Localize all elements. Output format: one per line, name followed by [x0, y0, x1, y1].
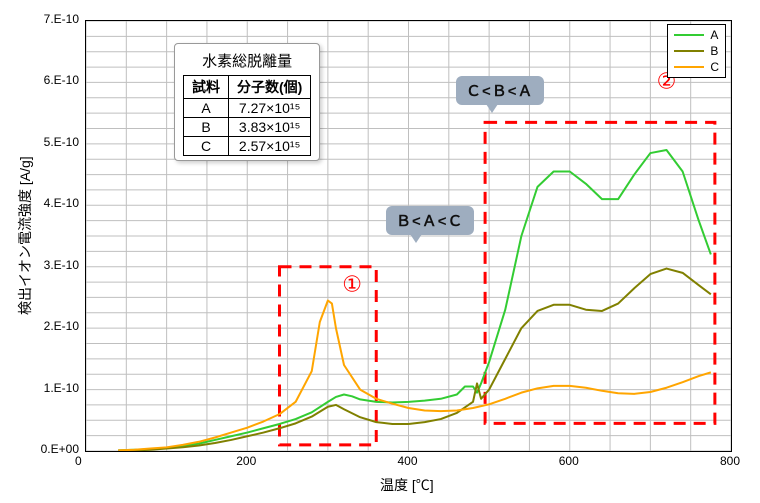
inset-data-table: 試料 分子数(個) A 7.27×10¹⁵ B 3.83×10¹⁵ C 2.57…: [183, 75, 311, 156]
plot-area: ①② A B C 水素総脱離量 試料 分子数(個): [85, 20, 732, 452]
table-row: A 7.27×10¹⁵: [184, 99, 311, 118]
y-tick: 0.E+00: [41, 442, 79, 456]
legend-label-b: B: [710, 44, 718, 58]
y-axis-label: 検出イオン電流強度 [A/g]: [15, 156, 35, 315]
callout-bac: Ｂ<Ａ<Ｃ: [386, 206, 474, 235]
chart-container: 検出イオン電流強度 [A/g] ①② A B C 水素総脱離量 試料: [10, 10, 750, 493]
legend-swatch-b: [674, 50, 704, 52]
x-tick: 200: [236, 454, 256, 468]
svg-text:①: ①: [342, 271, 362, 296]
cell-value: 7.27×10¹⁵: [229, 99, 311, 118]
y-tick: 7.E-10: [44, 12, 79, 26]
cell-value: 2.57×10¹⁵: [229, 137, 311, 156]
th-sample: 試料: [184, 76, 229, 99]
x-tick: 600: [559, 454, 579, 468]
cell-value: 3.83×10¹⁵: [229, 118, 311, 137]
legend-item-a: A: [674, 27, 719, 43]
x-tick: 800: [720, 454, 740, 468]
legend-item-c: C: [674, 59, 719, 75]
callout-bac-tail: [408, 231, 424, 243]
inset-table-title: 水素総脱離量: [183, 48, 311, 75]
cell-sample: C: [184, 137, 229, 156]
callout-cba-tail: [484, 101, 500, 113]
inset-table: 水素総脱離量 試料 分子数(個) A 7.27×10¹⁵ B 3.83×10¹⁵…: [174, 43, 320, 161]
y-tick: 3.E-10: [44, 258, 79, 272]
table-row: B 3.83×10¹⁵: [184, 118, 311, 137]
x-axis-label: 温度 [℃]: [380, 475, 434, 495]
legend-swatch-c: [674, 66, 704, 68]
table-header-row: 試料 分子数(個): [184, 76, 311, 99]
cell-sample: A: [184, 99, 229, 118]
cell-sample: B: [184, 118, 229, 137]
x-tick: 400: [398, 454, 418, 468]
legend-label-c: C: [710, 60, 719, 74]
x-tick: 0: [75, 454, 82, 468]
legend-item-b: B: [674, 43, 719, 59]
y-tick: 4.E-10: [44, 196, 79, 210]
legend-label-a: A: [710, 28, 718, 42]
table-row: C 2.57×10¹⁵: [184, 137, 311, 156]
th-count: 分子数(個): [229, 76, 311, 99]
y-tick: 5.E-10: [44, 135, 79, 149]
y-tick: 6.E-10: [44, 73, 79, 87]
legend: A B C: [667, 24, 726, 78]
legend-swatch-a: [674, 34, 704, 36]
y-tick: 2.E-10: [44, 319, 79, 333]
y-tick: 1.E-10: [44, 381, 79, 395]
